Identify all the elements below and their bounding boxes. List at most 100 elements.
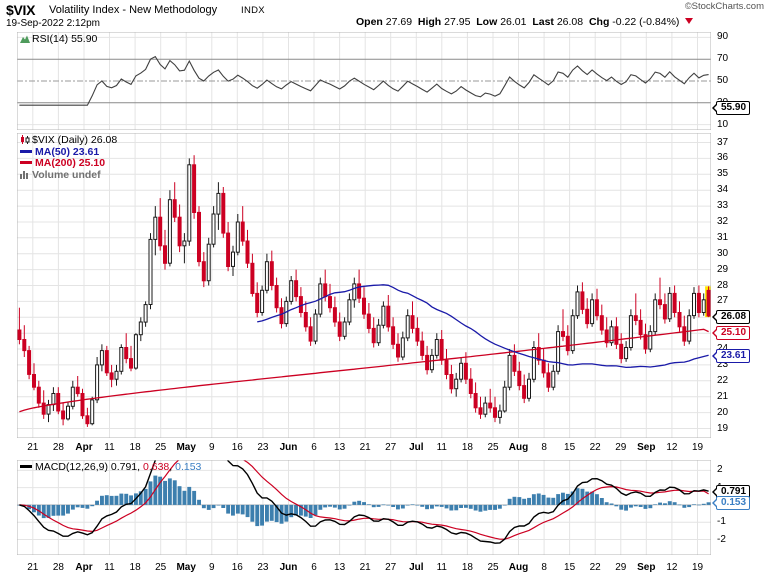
x-tick-aug: Aug bbox=[508, 442, 529, 453]
rsi-mountain-icon bbox=[20, 34, 30, 43]
price-legend-text: MA(50) 23.61 bbox=[35, 145, 100, 158]
price-flag-ma200: 25.10 bbox=[711, 325, 751, 340]
x-tick-23: 23 bbox=[257, 442, 269, 453]
price-tick-21: 21 bbox=[717, 390, 729, 402]
macd-legend-black: MACD(12,26,9) 0.791 bbox=[35, 461, 138, 473]
x-tick-18: 18 bbox=[129, 442, 141, 453]
price-legend-text: Volume undef bbox=[32, 168, 101, 181]
x-tick-21: 21 bbox=[27, 442, 39, 453]
x-tick-18: 18 bbox=[129, 562, 141, 573]
x-tick-13: 13 bbox=[334, 442, 346, 453]
price-tick-33: 33 bbox=[717, 200, 729, 212]
price-tick-37: 37 bbox=[717, 136, 729, 148]
x-tick-may: May bbox=[176, 562, 196, 573]
x-tick-9: 9 bbox=[209, 562, 215, 573]
chart-timestamp: 19-Sep-2022 2:12pm bbox=[6, 18, 100, 29]
x-tick-11: 11 bbox=[104, 442, 115, 453]
x-tick-apr: Apr bbox=[75, 562, 93, 573]
rsi-tick-10: 10 bbox=[717, 118, 729, 130]
ma-line-swatch bbox=[20, 161, 32, 164]
x-tick-19: 19 bbox=[691, 562, 704, 573]
x-tick-21: 21 bbox=[359, 442, 371, 453]
x-tick-22: 22 bbox=[589, 442, 601, 453]
macd-flag-0-791: 0.791 bbox=[711, 485, 751, 500]
x-tick-16: 16 bbox=[231, 562, 243, 573]
x-tick-6: 6 bbox=[311, 442, 317, 453]
x-tick-9: 9 bbox=[209, 442, 215, 453]
open-label: Open bbox=[356, 16, 383, 28]
rsi-tick-70: 70 bbox=[717, 53, 729, 65]
x-tick-jul: Jul bbox=[409, 442, 424, 453]
price-tick-29: 29 bbox=[717, 263, 729, 275]
last-value: 26.08 bbox=[556, 16, 584, 28]
x-tick-may: May bbox=[176, 442, 196, 453]
x-tick-8: 8 bbox=[541, 562, 547, 573]
x-tick-13: 13 bbox=[334, 562, 346, 573]
x-tick-18: 18 bbox=[461, 442, 473, 453]
price-tick-36: 36 bbox=[717, 152, 729, 164]
symbol-name: Volatility Index - New Methodology bbox=[49, 4, 218, 16]
price-tick-27: 27 bbox=[717, 295, 729, 307]
macd-legend-red: 0.638 bbox=[142, 461, 170, 473]
price-flag-ma50: 23.61 bbox=[711, 349, 751, 364]
x-tick-jun: Jun bbox=[279, 442, 298, 453]
x-tick-jun: Jun bbox=[279, 562, 298, 573]
low-label: Low bbox=[476, 16, 498, 28]
x-tick-25: 25 bbox=[155, 442, 167, 453]
high-value: 27.95 bbox=[444, 16, 471, 28]
x-tick-11: 11 bbox=[436, 442, 447, 453]
rsi-plot-area bbox=[17, 32, 711, 130]
price-tick-35: 35 bbox=[717, 168, 729, 180]
chg-label: Chg bbox=[588, 16, 610, 28]
price-legend-text: MA(200) 25.10 bbox=[35, 157, 106, 169]
x-tick-jul: Jul bbox=[409, 562, 424, 573]
x-tick-11: 11 bbox=[104, 562, 115, 573]
price-tick-22: 22 bbox=[717, 374, 729, 386]
macd-panel: MACD(12,26,9) 0.791, 0.638, 0.153 21-1-2 bbox=[0, 460, 768, 555]
price-flag-last: 26.08 bbox=[711, 310, 751, 324]
x-axis-top: 21 28 Apr 11 18 25 May 9 16 23 Jun 6 13 21 27 Jul 11 18 25… bbox=[0, 438, 768, 458]
price-legend-text: $VIX (Daily) 26.08 bbox=[32, 134, 118, 146]
macd-line-swatch bbox=[20, 465, 32, 468]
rsi-legend: RSI(14) 55.90 bbox=[20, 33, 97, 46]
price-tick-31: 31 bbox=[717, 231, 729, 243]
rsi-value-flag: 55.90 bbox=[711, 100, 751, 115]
symbol-exchange: INDX bbox=[241, 5, 265, 16]
x-tick-15: 15 bbox=[564, 562, 576, 573]
rsi-y-axis: 9070503010 bbox=[717, 32, 768, 130]
chart-header: $VIX Volatility Index - New Methodology … bbox=[0, 0, 768, 30]
last-label: Last bbox=[532, 16, 554, 28]
x-tick-25: 25 bbox=[487, 442, 499, 453]
symbol-ticker: $VIX bbox=[6, 2, 36, 18]
x-tick-21: 21 bbox=[359, 562, 371, 573]
price-panel: $VIX (Daily) 26.08 MA(50) 23.61 MA(200) 25… bbox=[0, 133, 768, 438]
price-plot-area bbox=[17, 133, 711, 438]
macd-tick-2: 2 bbox=[717, 464, 723, 476]
macd-legend: MACD(12,26,9) 0.791, 0.638, 0.153 bbox=[20, 461, 201, 474]
stockcharts-watermark: ©StockCharts.com bbox=[685, 1, 764, 12]
low-value: 26.01 bbox=[500, 16, 527, 28]
x-tick-29: 29 bbox=[615, 562, 627, 573]
open-value: 27.69 bbox=[385, 16, 413, 28]
x-tick-apr: Apr bbox=[75, 442, 93, 453]
x-tick-16: 16 bbox=[231, 442, 243, 453]
macd-tick--1: -1 bbox=[717, 516, 726, 528]
price-legend-row-3: Volume undef bbox=[20, 168, 117, 182]
price-tick-23: 23 bbox=[717, 358, 729, 370]
x-tick-11: 11 bbox=[436, 562, 447, 573]
x-tick-12: 12 bbox=[666, 442, 678, 453]
x-tick-27: 27 bbox=[385, 442, 397, 453]
x-tick-28: 28 bbox=[52, 562, 64, 573]
price-legend: $VIX (Daily) 26.08 MA(50) 23.61 MA(200) 25… bbox=[20, 134, 118, 182]
macd-tick--2: -2 bbox=[717, 533, 726, 545]
price-tick-34: 34 bbox=[717, 184, 729, 196]
price-legend-row-2: MA(200) 25.10 bbox=[20, 157, 117, 170]
x-tick-sep: Sep bbox=[637, 442, 656, 453]
high-label: High bbox=[417, 16, 442, 28]
x-tick-sep: Sep bbox=[637, 562, 656, 573]
price-tick-20: 20 bbox=[717, 406, 729, 418]
x-tick-15: 15 bbox=[564, 442, 576, 453]
ma-line-swatch bbox=[20, 149, 32, 153]
x-axis-bottom: 21 28 Apr 11 18 25 May 9 16 23 Jun 6 13 21 27 Jul 11 18 25… bbox=[0, 558, 768, 578]
